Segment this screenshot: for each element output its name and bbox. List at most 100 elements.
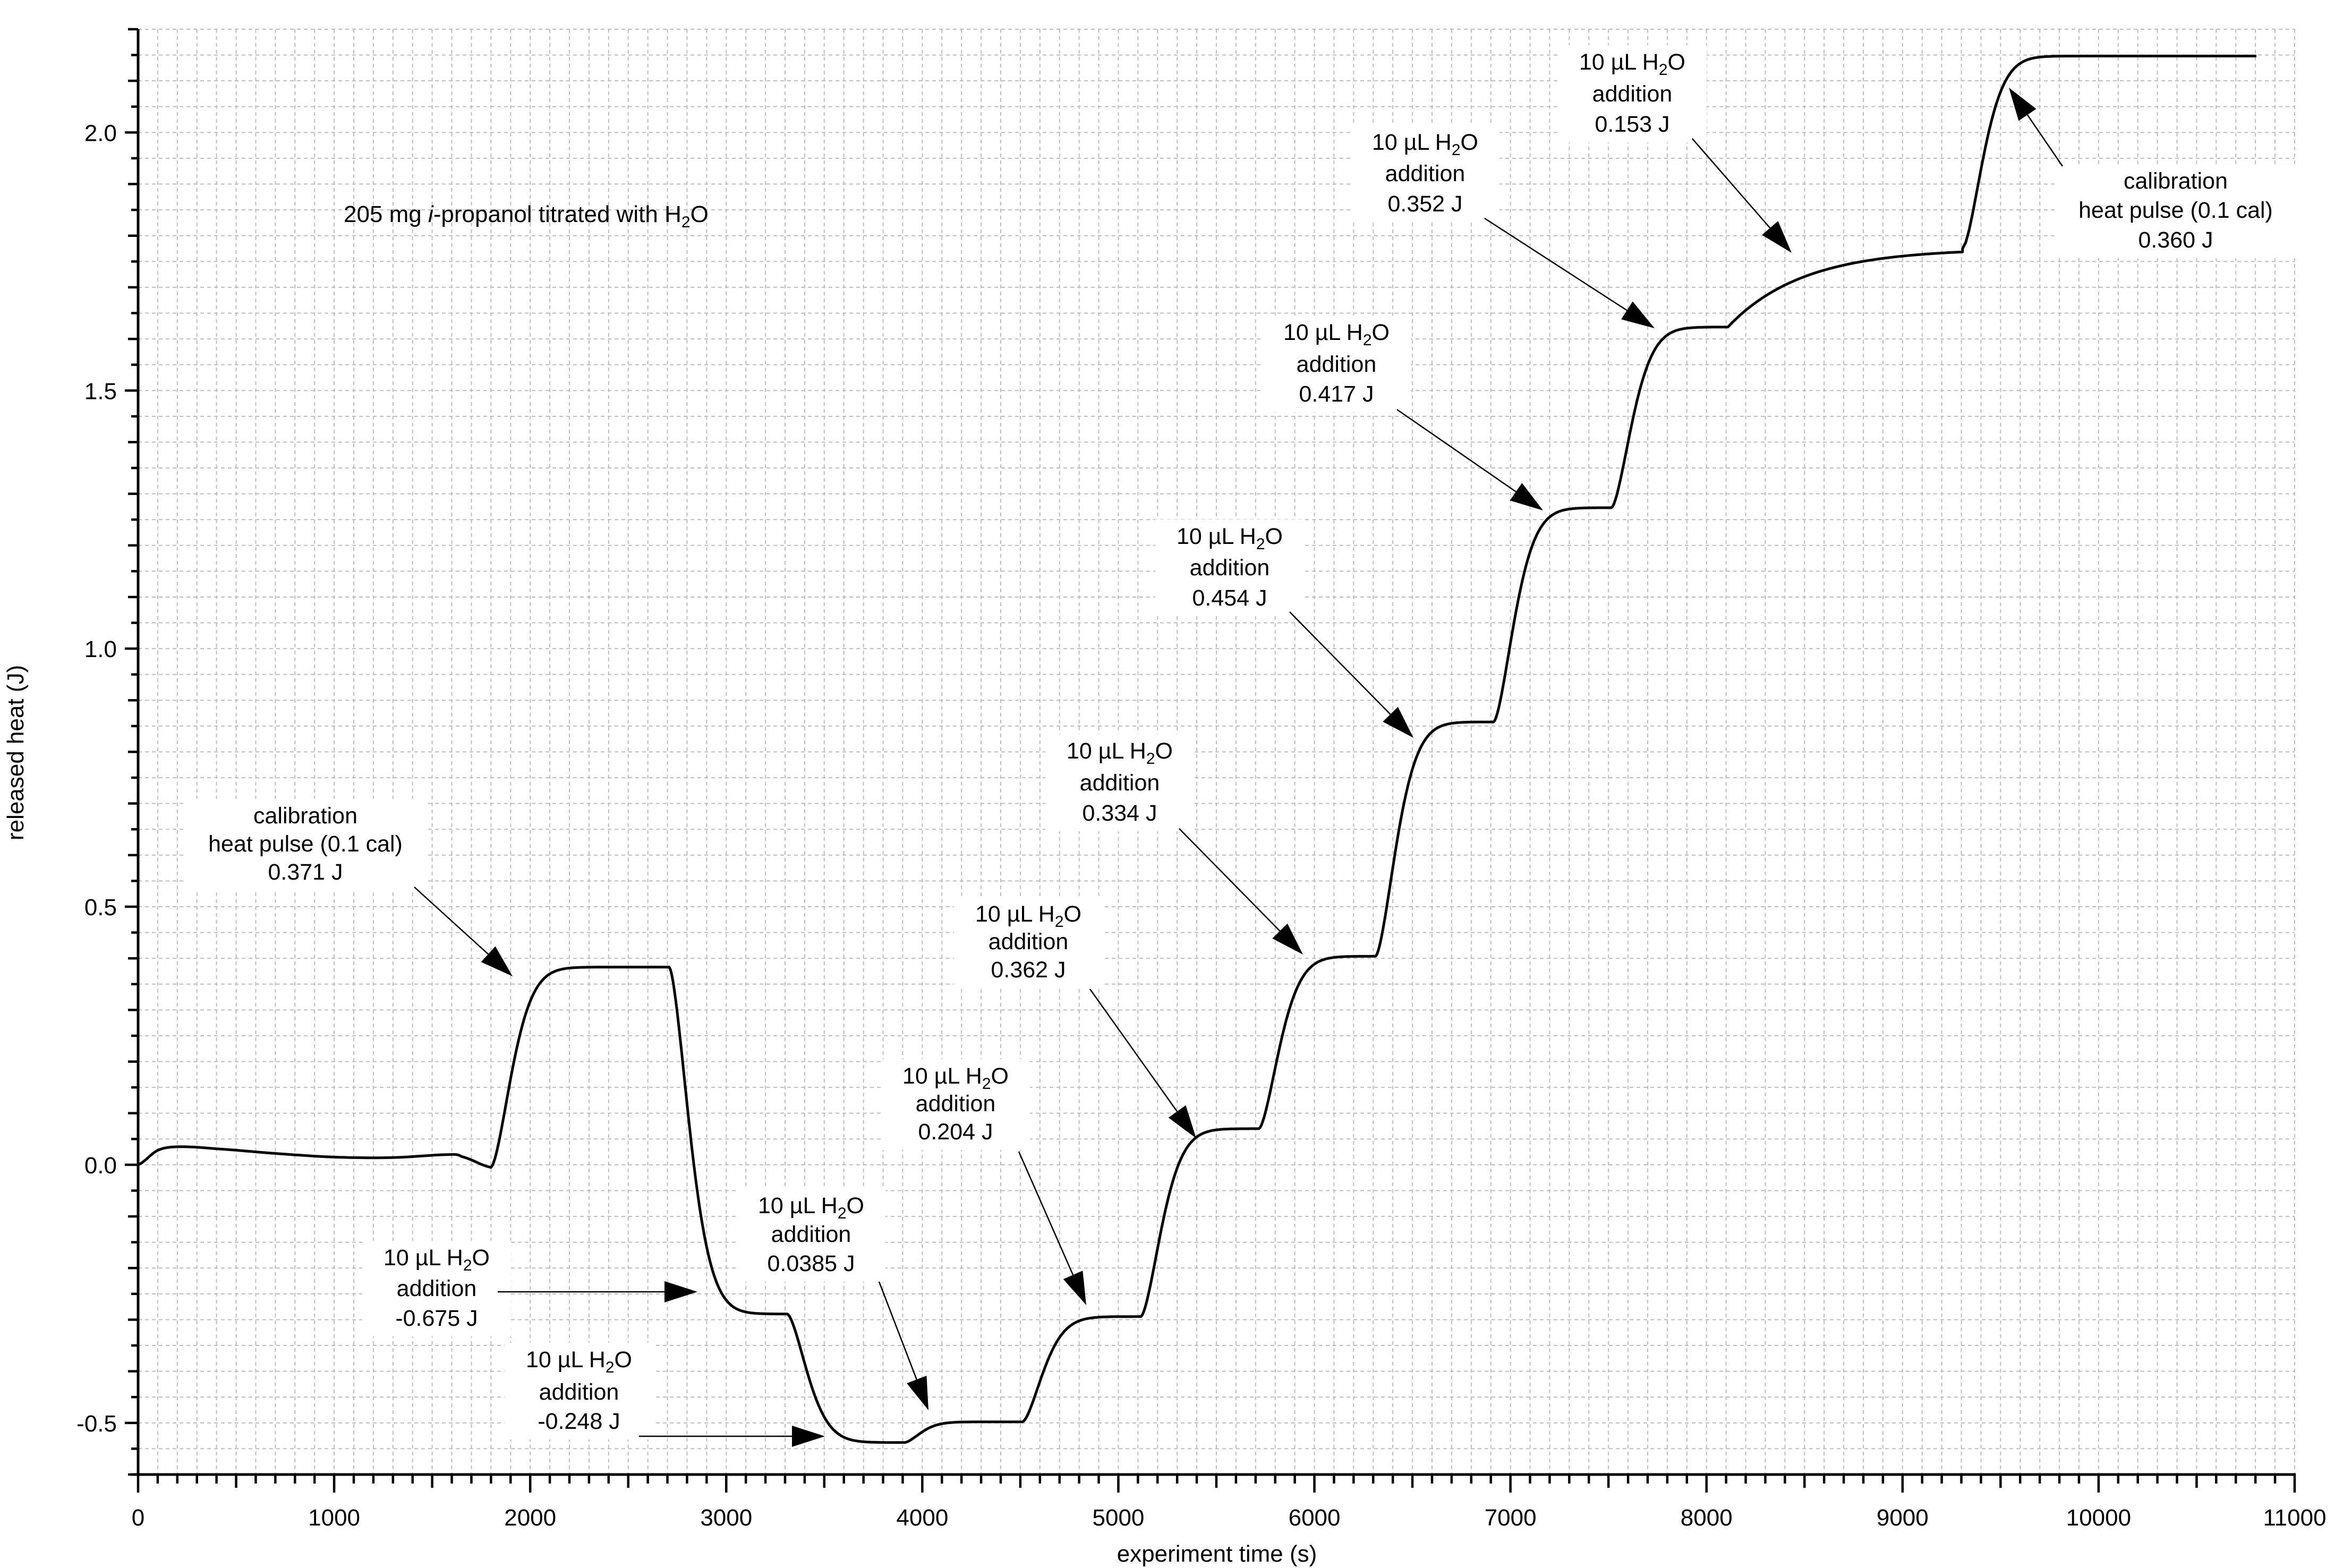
x-tick-label: 9000 [1877, 1505, 1929, 1531]
annotation-label: addition [1297, 352, 1377, 377]
x-tick-label: 6000 [1289, 1505, 1341, 1531]
y-tick-label: 2.0 [84, 120, 117, 146]
annotation-arrow-head [1272, 923, 1303, 955]
annotation-value: 0.153 J [1595, 112, 1669, 137]
x-tick-label: 3000 [700, 1505, 752, 1531]
title-suffix: O [691, 201, 709, 227]
formula-suffix: O [615, 1347, 632, 1373]
annotation-value: 0.454 J [1192, 585, 1267, 611]
formula-suffix: O [1155, 738, 1173, 764]
annotation-formula: 10 µL H2O [758, 1193, 864, 1222]
annotation-arrow-line [1179, 828, 1281, 932]
annotation-formula: 10 µL H2O [975, 901, 1081, 931]
annotation-arrow-head [1063, 1271, 1086, 1305]
formula-suffix: O [1668, 49, 1685, 75]
annotation-value: 0.371 J [268, 859, 343, 885]
annotation-label: heat pulse (0.1 cal) [2078, 198, 2273, 223]
annotation-label: addition [988, 929, 1069, 955]
annotation-arrow-head [907, 1375, 928, 1410]
formula-subscript: 2 [463, 1257, 472, 1274]
formula-subscript: 2 [606, 1359, 615, 1376]
x-tick-label: 2000 [504, 1505, 556, 1531]
formula-subscript: 2 [1659, 61, 1668, 79]
x-tick-label: 7000 [1485, 1505, 1537, 1531]
annotation-background [881, 1059, 1030, 1150]
formula-subscript: 2 [1055, 913, 1064, 931]
formula-subscript: 2 [1256, 535, 1265, 553]
annotation-arrow-line [1089, 988, 1178, 1112]
formula-suffix: O [1064, 901, 1081, 927]
annotation-background [737, 1189, 885, 1282]
annotation-arrow-line [1396, 408, 1516, 492]
title-middle: -propanol titrated with H [433, 201, 681, 227]
annotation-value: 0.334 J [1082, 800, 1157, 826]
formula-text: 10 µL H [1067, 738, 1146, 764]
y-axis-title: released heat (J) [3, 665, 29, 840]
formula-text: 10 µL H [975, 901, 1055, 927]
annotation-label: addition [1080, 770, 1160, 796]
released-heat-curve [137, 55, 2256, 1444]
x-tick-label: 11000 [2263, 1505, 2326, 1531]
annotation-arrow-head [1621, 301, 1655, 328]
annotation-label: addition [1385, 161, 1465, 186]
annotation-background [186, 799, 425, 890]
annotation-background [1045, 734, 1194, 831]
y-tick-label: 0.5 [84, 894, 117, 921]
annotation-arrow-head [664, 1281, 697, 1302]
formula-text: 10 µL H [1177, 524, 1256, 549]
formula-subscript: 2 [1146, 750, 1155, 768]
annotation-value: -0.248 J [538, 1409, 620, 1434]
annotation-value: 0.417 J [1299, 381, 1374, 407]
annotation-background [1558, 45, 1707, 142]
x-axis-title: experiment time (s) [1117, 1541, 1317, 1567]
title-prefix: 205 mg [344, 201, 428, 227]
formula-suffix: O [1461, 130, 1478, 155]
axes: 0 1000 2000 3000 4000 5000 6000 7000 8000 9000 100… [76, 28, 2327, 1531]
formula-suffix: O [1265, 524, 1283, 549]
annotation-label: addition [1190, 555, 1270, 581]
annotation-arrow-head [2009, 88, 2036, 121]
annotation-arrow-line [1289, 611, 1391, 715]
x-tick-label: 8000 [1681, 1505, 1733, 1531]
formula-text: 10 µL H [758, 1193, 838, 1218]
annotation-background [362, 1241, 511, 1336]
formula-subscript: 2 [838, 1205, 847, 1222]
x-tick-label: 0 [132, 1505, 144, 1531]
formula-text: 10 µL H [384, 1245, 463, 1271]
annotation-arrow-line [2026, 114, 2064, 167]
formula-text: 10 µL H [526, 1347, 606, 1373]
annotation-arrow-head [481, 946, 513, 976]
annotation-background [1155, 519, 1304, 616]
formula-subscript: 2 [1363, 331, 1372, 349]
annotation-formula: 10 µL H2O [1067, 738, 1173, 768]
annotation-arrow-line [1692, 138, 1771, 229]
formula-text: 10 µL H [1283, 320, 1363, 345]
annotation-value: 0.0385 J [768, 1251, 855, 1276]
annotation-label: addition [1592, 81, 1673, 107]
formula-text: 10 µL H [1579, 49, 1659, 75]
annotation-arrow-line [1484, 217, 1627, 311]
formula-text: 10 µL H [1372, 130, 1452, 155]
annotation-label: addition [397, 1276, 477, 1301]
y-tick-label: 1.0 [84, 636, 117, 662]
title-italic: i [428, 201, 434, 227]
annotation: calibration heat pulse (0.1 cal) 0.360 J [2009, 88, 2295, 258]
annotation-value: -0.675 J [395, 1306, 478, 1331]
chart-title: 205 mg i-propanol titrated with H2O [344, 201, 709, 231]
annotation-formula: 10 µL H2O [1177, 524, 1283, 553]
y-tick-label: 1.5 [84, 378, 117, 404]
formula-suffix: O [991, 1063, 1009, 1089]
annotation-label: calibration [253, 803, 357, 829]
annotation-background [1351, 125, 1499, 222]
